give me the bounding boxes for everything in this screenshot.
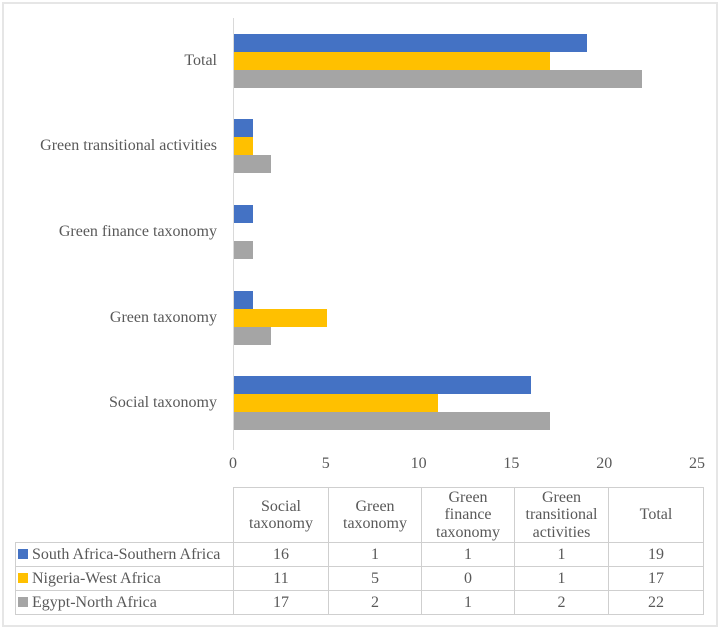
bar	[234, 290, 253, 309]
bar	[234, 155, 272, 174]
x-axis-tick-label: 5	[321, 455, 330, 472]
table-header-cell: Social taxonomy	[233, 487, 329, 543]
bar	[234, 205, 253, 223]
series-label-cell: Nigeria-West Africa	[15, 566, 234, 591]
figure: Total Green transitional activities Green …	[2, 2, 718, 627]
value-cell: 1	[421, 590, 515, 615]
value-cell: 17	[233, 590, 329, 615]
bar	[234, 376, 531, 395]
value-cell: 17	[608, 566, 704, 591]
category-label: Total	[184, 51, 217, 69]
x-axis-tick-label: 25	[689, 455, 705, 472]
table-header-cell: Green finance taxonomy	[421, 487, 515, 543]
bar	[234, 412, 550, 431]
series-color-swatch-icon	[18, 596, 28, 607]
table-header: Social taxonomy Green taxonomy Green finan…	[16, 487, 704, 543]
category-label: Green taxonomy	[109, 308, 217, 326]
x-axis-tick-label: 15	[503, 455, 520, 472]
value-cell: 5	[328, 566, 422, 591]
bar	[234, 33, 587, 52]
table-header-cell: Total	[608, 487, 704, 543]
series-label-cell: Egypt-North Africa	[15, 590, 234, 615]
series-color-swatch-icon	[18, 548, 28, 559]
bar	[234, 69, 643, 88]
table-body: South Africa-Southern Africa 16 1 1 1 19 Niger…	[15, 542, 704, 615]
value-cell: 2	[514, 590, 609, 615]
bar	[234, 326, 272, 345]
table-row: Nigeria-West Africa 11 5 0 1 17	[15, 566, 704, 591]
x-axis-tick-label: 10	[410, 455, 427, 472]
data-table: Social taxonomy Green taxonomy Green finan…	[15, 487, 704, 615]
x-axis-tick-label: 0	[229, 455, 237, 472]
value-cell: 11	[233, 566, 329, 591]
value-cell: 1	[421, 542, 515, 567]
bar	[234, 241, 253, 259]
category-axis-line	[233, 18, 234, 450]
table-row: Egypt-North Africa 17 2 1 2 22	[15, 590, 704, 615]
bar	[234, 137, 253, 156]
value-cell: 16	[233, 542, 329, 567]
value-cell: 1	[328, 542, 422, 567]
value-cell: 19	[608, 542, 704, 567]
table-header-cell: Green taxonomy	[328, 487, 422, 543]
series-label-cell: South Africa-Southern Africa	[15, 542, 234, 567]
bar	[234, 394, 439, 413]
table-header-cell: Green transitional activities	[514, 487, 609, 543]
table-header-row: Social taxonomy Green taxonomy Green finan…	[16, 487, 704, 543]
value-cell: 1	[514, 542, 609, 567]
bar-chart: Total Green transitional activities Green …	[4, 4, 716, 484]
value-cell: 0	[421, 566, 515, 591]
value-cell: 22	[608, 590, 704, 615]
category-label: Social taxonomy	[109, 394, 217, 412]
category-label: Green transitional activities	[40, 137, 217, 155]
table-header-blank-cell	[16, 488, 234, 543]
bar	[234, 119, 253, 138]
bar	[234, 51, 550, 70]
category-label: Green finance taxonomy	[58, 222, 217, 240]
value-cell: 2	[328, 590, 422, 615]
bar	[234, 308, 327, 327]
value-cell: 1	[514, 566, 609, 591]
table-row: South Africa-Southern Africa 16 1 1 1 19	[15, 542, 704, 567]
series-color-swatch-icon	[18, 572, 28, 583]
x-axis-tick-label: 20	[596, 455, 613, 472]
